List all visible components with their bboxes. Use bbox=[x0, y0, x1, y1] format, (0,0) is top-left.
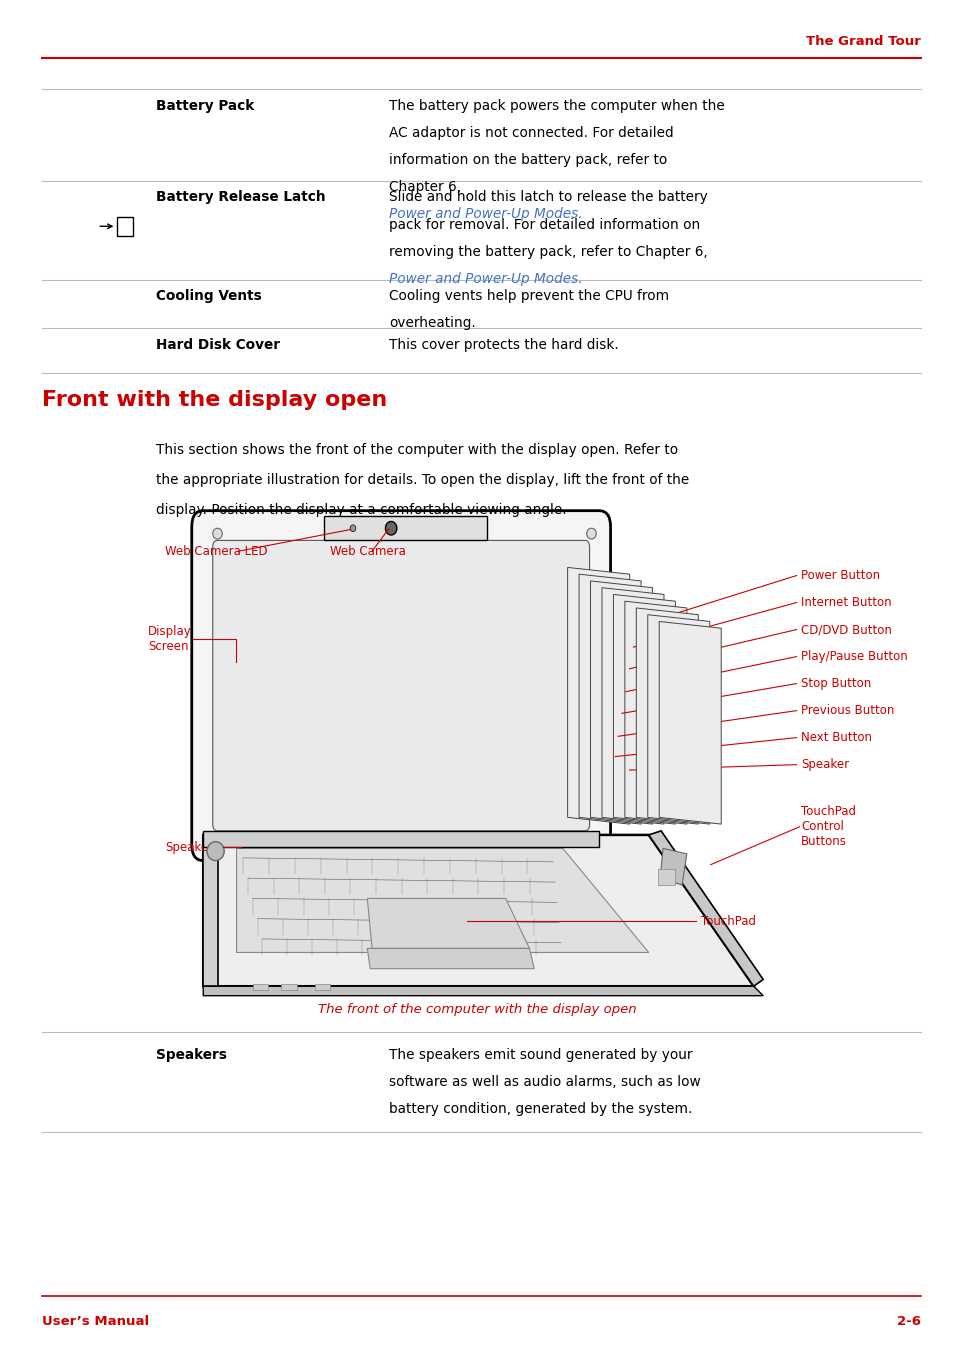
Polygon shape bbox=[203, 835, 217, 986]
Text: Cooling Vents: Cooling Vents bbox=[155, 289, 261, 303]
Bar bbox=[281, 984, 296, 990]
Text: AC adaptor is not connected. For detailed: AC adaptor is not connected. For detaile… bbox=[389, 126, 673, 139]
Text: Play/Pause Button: Play/Pause Button bbox=[801, 650, 907, 663]
Text: Speaker: Speaker bbox=[801, 758, 848, 771]
Text: Speaker: Speaker bbox=[165, 840, 213, 854]
Text: Cooling vents help prevent the CPU from: Cooling vents help prevent the CPU from bbox=[389, 289, 669, 303]
Ellipse shape bbox=[213, 528, 222, 539]
Polygon shape bbox=[636, 608, 698, 824]
Text: User’s Manual: User’s Manual bbox=[42, 1315, 149, 1328]
Text: CD/DVD Button: CD/DVD Button bbox=[801, 623, 891, 636]
Text: overheating.: overheating. bbox=[389, 316, 476, 330]
Polygon shape bbox=[203, 986, 762, 996]
Polygon shape bbox=[647, 615, 709, 824]
Text: The battery pack powers the computer when the: The battery pack powers the computer whe… bbox=[389, 99, 724, 112]
Text: TouchPad: TouchPad bbox=[700, 915, 756, 928]
Polygon shape bbox=[578, 574, 640, 824]
Bar bbox=[314, 984, 330, 990]
Bar bbox=[117, 216, 132, 235]
Polygon shape bbox=[590, 581, 652, 824]
Ellipse shape bbox=[385, 521, 396, 535]
Text: information on the battery pack, refer to: information on the battery pack, refer t… bbox=[389, 153, 667, 166]
Bar bbox=[203, 831, 598, 847]
Bar bbox=[324, 516, 486, 540]
Text: Power Button: Power Button bbox=[801, 569, 880, 582]
Text: removing the battery pack, refer to Chapter 6,: removing the battery pack, refer to Chap… bbox=[389, 245, 707, 258]
Polygon shape bbox=[659, 621, 720, 824]
Polygon shape bbox=[236, 848, 648, 952]
Bar bbox=[253, 984, 268, 990]
Text: Web Camera: Web Camera bbox=[330, 544, 406, 558]
Polygon shape bbox=[624, 601, 686, 824]
Text: The speakers emit sound generated by your: The speakers emit sound generated by you… bbox=[389, 1048, 692, 1062]
Polygon shape bbox=[659, 848, 686, 885]
Text: Next Button: Next Button bbox=[801, 731, 871, 744]
Polygon shape bbox=[367, 898, 529, 948]
Polygon shape bbox=[648, 831, 762, 986]
Polygon shape bbox=[601, 588, 663, 824]
Text: Web Camera LED: Web Camera LED bbox=[165, 544, 268, 558]
Text: Previous Button: Previous Button bbox=[801, 704, 894, 717]
Text: The Grand Tour: The Grand Tour bbox=[805, 35, 920, 49]
Text: Power and Power-Up Modes.: Power and Power-Up Modes. bbox=[389, 272, 582, 285]
Text: pack for removal. For detailed information on: pack for removal. For detailed informati… bbox=[389, 218, 700, 231]
Ellipse shape bbox=[207, 842, 224, 861]
Text: This cover protects the hard disk.: This cover protects the hard disk. bbox=[389, 338, 618, 351]
Text: Stop Button: Stop Button bbox=[801, 677, 871, 690]
Polygon shape bbox=[367, 948, 534, 969]
Ellipse shape bbox=[586, 528, 596, 539]
Ellipse shape bbox=[350, 524, 355, 532]
Text: Chapter 6,: Chapter 6, bbox=[389, 180, 465, 193]
Text: The front of the computer with the display open: The front of the computer with the displ… bbox=[317, 1002, 636, 1016]
Text: TouchPad
Control
Buttons: TouchPad Control Buttons bbox=[801, 805, 856, 848]
Text: 2-6: 2-6 bbox=[896, 1315, 920, 1328]
Text: the appropriate illustration for details. To open the display, lift the front of: the appropriate illustration for details… bbox=[155, 473, 688, 486]
Text: Battery Release Latch: Battery Release Latch bbox=[155, 190, 325, 204]
FancyBboxPatch shape bbox=[213, 540, 589, 831]
FancyBboxPatch shape bbox=[192, 511, 610, 861]
Text: Hard Disk Cover: Hard Disk Cover bbox=[155, 338, 279, 351]
Bar bbox=[658, 869, 675, 885]
Polygon shape bbox=[567, 567, 629, 824]
Text: Speakers: Speakers bbox=[155, 1048, 226, 1062]
Text: Display
Screen: Display Screen bbox=[148, 626, 192, 653]
Text: Power and Power-Up Modes.: Power and Power-Up Modes. bbox=[389, 207, 582, 220]
Text: Internet Button: Internet Button bbox=[801, 596, 891, 609]
Text: This section shows the front of the computer with the display open. Refer to: This section shows the front of the comp… bbox=[155, 443, 677, 457]
Text: display. Position the display at a comfortable viewing angle.: display. Position the display at a comfo… bbox=[155, 503, 565, 516]
Text: Front with the display open: Front with the display open bbox=[42, 390, 387, 411]
Polygon shape bbox=[613, 594, 675, 824]
Polygon shape bbox=[203, 835, 753, 986]
Text: Battery Pack: Battery Pack bbox=[155, 99, 253, 112]
Text: battery condition, generated by the system.: battery condition, generated by the syst… bbox=[389, 1102, 692, 1116]
Text: software as well as audio alarms, such as low: software as well as audio alarms, such a… bbox=[389, 1075, 700, 1089]
Text: Slide and hold this latch to release the battery: Slide and hold this latch to release the… bbox=[389, 190, 707, 204]
